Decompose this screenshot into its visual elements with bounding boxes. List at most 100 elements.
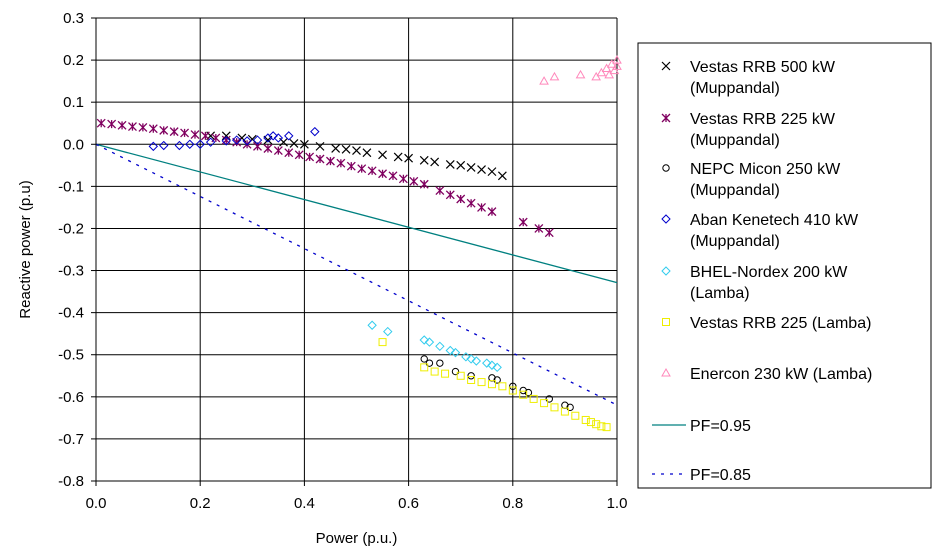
data-point <box>138 122 148 132</box>
data-point <box>117 120 127 130</box>
data-point <box>549 71 560 81</box>
data-point <box>195 139 205 149</box>
data-point <box>451 367 460 376</box>
data-point <box>467 372 475 380</box>
data-point <box>571 411 580 420</box>
y-tick-label: -0.4 <box>58 305 84 322</box>
data-point <box>242 136 252 146</box>
data-point <box>612 61 622 70</box>
series-5 <box>367 320 502 373</box>
data-point <box>200 131 210 141</box>
data-point <box>487 167 497 177</box>
data-point <box>388 171 398 181</box>
data-point <box>493 376 501 384</box>
data-point <box>466 198 476 208</box>
data-point <box>445 190 455 200</box>
data-point <box>498 382 507 391</box>
data-point <box>456 371 465 380</box>
data-point <box>346 161 356 171</box>
legend-entry-9: PF=0.85 <box>652 467 751 484</box>
data-point <box>378 169 388 179</box>
data-point <box>604 69 615 79</box>
data-point <box>518 217 528 227</box>
data-point <box>205 137 216 147</box>
reference-lines <box>95 143 618 406</box>
data-point <box>456 194 466 204</box>
data-point <box>560 407 569 416</box>
legend-marker <box>661 214 671 224</box>
legend-label: Vestas RRB 500 kW <box>690 59 836 76</box>
legend-label: Aban Kenetech 410 kW <box>690 212 859 229</box>
legend-label: Vestas RRB 225 (Lamba) <box>690 315 871 332</box>
data-point <box>550 403 559 412</box>
data-point <box>471 356 482 366</box>
data-point <box>252 135 263 145</box>
data-point <box>534 223 544 233</box>
legend-entry-6: Vestas RRB 225 (Lamba) <box>662 315 871 332</box>
data-point <box>299 139 309 149</box>
data-point <box>180 128 190 138</box>
legend-label: (Muppandal) <box>690 80 780 97</box>
data-point <box>606 59 617 68</box>
x-tick-label: 0.6 <box>398 495 419 512</box>
data-point <box>519 390 528 399</box>
data-point <box>575 69 586 79</box>
legend-marker <box>662 318 670 326</box>
data-point <box>128 122 137 132</box>
data-point <box>420 355 428 363</box>
legend-label: (Muppandal) <box>690 132 780 149</box>
data-point <box>378 150 387 160</box>
data-point <box>482 358 492 368</box>
data-point <box>362 148 372 158</box>
data-point <box>378 338 387 347</box>
data-point <box>367 166 377 176</box>
legend-entry-8: PF=0.95 <box>652 418 751 435</box>
data-point <box>419 335 429 345</box>
data-point <box>294 150 304 160</box>
legend-label: NEPC Micon 250 kW <box>690 161 841 178</box>
legend-label: Vestas RRB 225 kW <box>690 111 836 128</box>
x-axis-title: Power (p.u.) <box>316 530 398 547</box>
data-point <box>357 164 367 174</box>
x-tick-label: 0.4 <box>294 495 315 512</box>
series-7 <box>539 55 622 85</box>
data-point <box>315 141 325 151</box>
data-point <box>268 131 278 141</box>
data-point <box>540 399 549 408</box>
data-point <box>445 345 455 356</box>
reference-line-1 <box>95 143 618 284</box>
axes: 0.3 0.2 0.1 0.0 -0.1 -0.2 -0.3 -0.4 -0.5 -0.6 -0.7… <box>17 10 627 547</box>
data-point <box>609 65 620 75</box>
legend-entry-7: Enercon 230 kW (Lamba) <box>661 366 872 383</box>
data-point <box>159 140 169 151</box>
legend-marker <box>661 61 671 71</box>
data-point <box>466 162 476 172</box>
data-point <box>420 363 429 372</box>
series-6 <box>378 338 611 432</box>
data-point <box>190 130 200 140</box>
data-point <box>237 133 247 143</box>
data-point <box>539 76 549 85</box>
data-point <box>487 207 497 217</box>
data-point <box>524 388 533 397</box>
series-1 <box>206 131 507 181</box>
data-point <box>169 127 179 137</box>
data-point <box>461 352 471 362</box>
grid <box>96 17 618 482</box>
x-tick-label: 0.0 <box>86 495 107 512</box>
data-point <box>409 176 419 186</box>
data-point <box>591 71 602 81</box>
data-point <box>148 141 159 152</box>
data-point <box>441 369 450 378</box>
data-point <box>107 119 117 129</box>
data-point <box>430 367 439 376</box>
data-point <box>430 157 440 167</box>
legend-entry-1: Vestas RRB 500 kW (Muppandal) <box>661 59 836 97</box>
data-point <box>467 375 476 384</box>
data-point <box>325 156 335 166</box>
data-point <box>602 423 611 432</box>
legend-entry-2: Vestas RRB 225 kW (Muppandal) <box>661 111 836 149</box>
data-point <box>477 165 486 174</box>
data-point <box>424 337 435 347</box>
